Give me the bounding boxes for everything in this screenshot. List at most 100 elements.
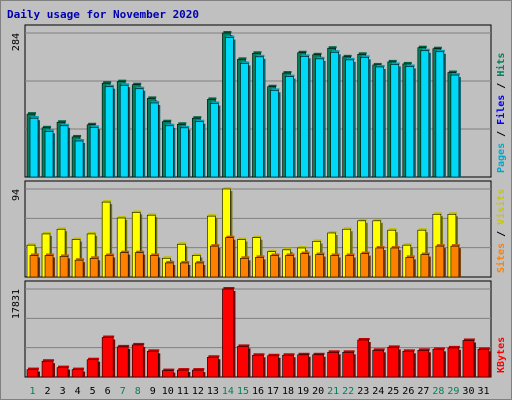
bar-top [331,253,340,256]
bar-body [207,356,219,378]
bar-top [271,88,280,91]
bar-shadow [368,341,371,377]
bar-sites [450,244,461,278]
bar-body [342,352,354,378]
bar-shadow [293,78,296,177]
bar-body [300,253,309,278]
x-tick-label: 27 [417,386,429,397]
bar-shadow [230,191,233,277]
bar-top [88,122,97,125]
bar-shadow [308,255,311,277]
bar-sites [210,244,221,278]
bar-top [358,218,367,221]
bar-top [58,365,70,368]
bar-shadow [53,363,56,377]
bar-top [253,353,265,356]
bar-body [390,64,400,178]
bar-top [133,210,142,213]
bar-top [421,252,430,255]
bar-body [164,125,174,178]
bar-sites [89,256,101,278]
bar-top [181,260,190,263]
bar-top [223,287,235,289]
bar-files [450,73,461,178]
legend-kbytes: KBytes [496,337,507,373]
bar-body [104,86,114,178]
bar-body [405,66,415,178]
x-tick-label: 9 [150,386,156,397]
bar-top [61,123,70,126]
bar-top [256,255,265,258]
bar-top [268,353,280,356]
bar-body [59,256,69,278]
bar-shadow [218,105,221,177]
bar-body [26,369,39,378]
bar-files [405,64,416,178]
bar-kbytes [387,345,401,378]
bar-top [208,355,220,358]
bar-top [358,52,367,55]
bar-top [148,213,157,216]
bar-top [28,112,36,115]
bar-files [330,50,341,178]
bar-shadow [308,356,311,377]
bar-files [104,84,116,178]
bar-body [104,255,114,278]
bar-top [478,347,490,350]
bar-body [195,262,204,278]
legend-entry: / [496,225,507,243]
bar-top [376,64,385,67]
panel-visits: 94 Sites / Visits [11,180,507,278]
bar-files [390,62,401,178]
bar-top [103,200,112,203]
bar-kbytes [462,338,476,378]
bar-top [361,55,370,58]
bar-top [136,86,145,89]
bar-body [74,140,84,178]
bar-shadow [98,129,101,177]
bar-kbytes [282,353,296,378]
bar-body [402,351,415,378]
bar-body [180,127,189,178]
bar-shadow [83,143,86,177]
bar-shadow [98,361,101,377]
bar-body [134,88,144,178]
bar-shadow [428,352,431,377]
bar-shadow [38,371,40,377]
x-tick-label: 12 [192,386,204,397]
bar-sites [149,253,161,278]
bar-body [41,360,54,378]
chart-title: Daily usage for November 2020 [7,8,199,21]
bar-sites [195,260,206,278]
bar-top [298,50,307,53]
bar-body [86,359,99,378]
bar-top [181,125,190,128]
bar-kbytes [342,350,356,378]
x-tick-label: 7 [120,386,126,397]
bar-shadow [233,291,236,377]
bar-top [178,368,190,371]
bar-top [133,82,142,85]
x-tick-label: 15 [237,386,249,397]
bar-kbytes [146,349,161,378]
bar-top [373,62,382,65]
bar-sites [119,250,131,278]
bar-body [119,84,129,178]
bar-body [44,131,54,178]
bar-body [345,59,354,178]
bar-kbytes [222,287,236,378]
bar-shadow [473,342,476,377]
legend-visits: Sites / Visits [495,189,507,273]
bar-top [163,256,172,259]
bar-sites [330,253,341,278]
bar-top [241,256,250,259]
bar-shadow [353,257,356,277]
bar-files [210,101,221,178]
bar-shadow [263,259,266,277]
bar-shadow [278,357,281,377]
bar-top [418,45,427,48]
bar-top [328,231,337,233]
bar-body [432,349,445,378]
bar-top [178,122,187,125]
